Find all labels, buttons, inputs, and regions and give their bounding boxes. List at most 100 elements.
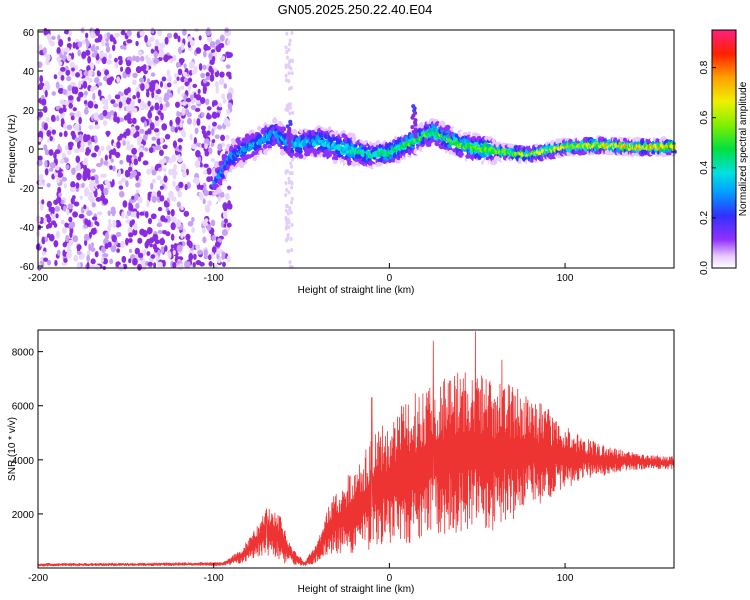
noise-speckle [126, 98, 131, 105]
streak-speckle [284, 45, 288, 50]
noise-speckle [191, 143, 197, 150]
noise-speckle [74, 148, 80, 154]
noise-speckle [95, 45, 100, 51]
noise-speckle [106, 181, 111, 190]
noise-speckle [224, 192, 230, 201]
noise-speckle [142, 139, 146, 146]
noise-speckle [194, 159, 201, 168]
noise-speckle [178, 263, 184, 271]
noise-speckle [132, 72, 138, 79]
noise-speckle [131, 195, 135, 200]
noise-speckle [75, 182, 80, 189]
noise-speckle [160, 246, 165, 254]
noise-speckle [103, 33, 107, 40]
noise-speckle [53, 152, 57, 159]
streak-speckle [287, 47, 291, 52]
noise-speckle [115, 151, 121, 159]
noise-speckle [204, 218, 209, 223]
noise-speckle [132, 55, 136, 62]
noise-speckle [184, 80, 190, 87]
noise-speckle [158, 56, 163, 62]
noise-speckle [203, 189, 209, 197]
noise-speckle [104, 154, 108, 161]
noise-speckle [78, 213, 85, 219]
noise-speckle [65, 234, 70, 243]
noise-speckle [64, 222, 69, 228]
noise-speckle [94, 220, 99, 226]
noise-speckle [98, 113, 104, 121]
noise-speckle [115, 231, 122, 237]
ridge-point [468, 158, 472, 162]
ridge-point [359, 139, 363, 144]
noise-speckle [182, 71, 188, 78]
noise-speckle [58, 107, 64, 114]
noise-speckle [105, 46, 111, 53]
streak-speckle [284, 170, 288, 175]
noise-speckle [125, 66, 132, 75]
noise-speckle [195, 150, 201, 158]
noise-speckle [200, 72, 206, 79]
noise-speckle [87, 100, 94, 109]
noise-speckle [227, 185, 232, 190]
streak-speckle [284, 238, 288, 243]
noise-speckle [143, 120, 147, 128]
noise-speckle [173, 242, 178, 251]
ridge-point [467, 131, 472, 135]
noise-speckle [117, 55, 123, 61]
noise-speckle [172, 172, 177, 180]
streak-speckle [286, 105, 290, 110]
noise-speckle [210, 142, 215, 147]
noise-speckle [63, 257, 68, 263]
noise-speckle [104, 232, 110, 240]
streak-speckle [290, 185, 294, 190]
noise-speckle [143, 103, 149, 110]
noise-speckle [139, 30, 145, 37]
noise-speckle [110, 244, 117, 253]
noise-speckle [83, 133, 88, 142]
noise-speckle [205, 114, 212, 120]
noise-speckle [226, 92, 233, 101]
noise-speckle [226, 255, 231, 263]
noise-speckle [154, 39, 160, 48]
noise-speckle [189, 39, 195, 47]
streak-speckle [288, 260, 292, 265]
ridge-point [243, 165, 247, 169]
noise-speckle [210, 252, 214, 257]
colorbar-ticks: 0.0 0.2 0.4 0.6 0.8 [699, 60, 716, 275]
noise-speckle [213, 112, 218, 119]
noise-speckle [184, 260, 189, 269]
noise-speckle [109, 258, 114, 265]
noise-speckle [173, 32, 179, 40]
noise-speckle [58, 61, 63, 66]
noise-speckle [137, 263, 142, 271]
y-tick-label: -20 [20, 184, 35, 195]
noise-speckle [78, 134, 83, 142]
noise-speckle [79, 195, 83, 200]
ridge-point [256, 156, 261, 161]
noise-speckle [198, 192, 203, 197]
noise-speckle [189, 94, 194, 101]
noise-speckle [104, 69, 110, 76]
noise-speckle [65, 69, 71, 76]
noise-speckle [126, 112, 132, 119]
noise-speckle [82, 80, 88, 89]
y-tick-label: 2000 [12, 510, 35, 521]
ridge-point [265, 140, 270, 145]
noise-speckle [206, 36, 213, 42]
noise-speckle [106, 144, 111, 152]
noise-speckle [108, 153, 112, 160]
noise-speckle [186, 239, 192, 247]
noise-speckle [94, 145, 100, 152]
noise-speckle [172, 250, 176, 256]
noise-speckle [133, 158, 139, 166]
noise-speckle [223, 218, 228, 224]
colorbar-tick-label: 0.4 [699, 160, 710, 174]
noise-speckle [196, 177, 200, 186]
noise-speckle [222, 211, 228, 219]
noise-speckle [138, 50, 143, 56]
noise-speckle [137, 134, 143, 143]
noise-speckle [178, 144, 182, 150]
ridge-point [391, 162, 395, 166]
noise-speckle [166, 77, 172, 82]
noise-speckle [78, 91, 84, 98]
